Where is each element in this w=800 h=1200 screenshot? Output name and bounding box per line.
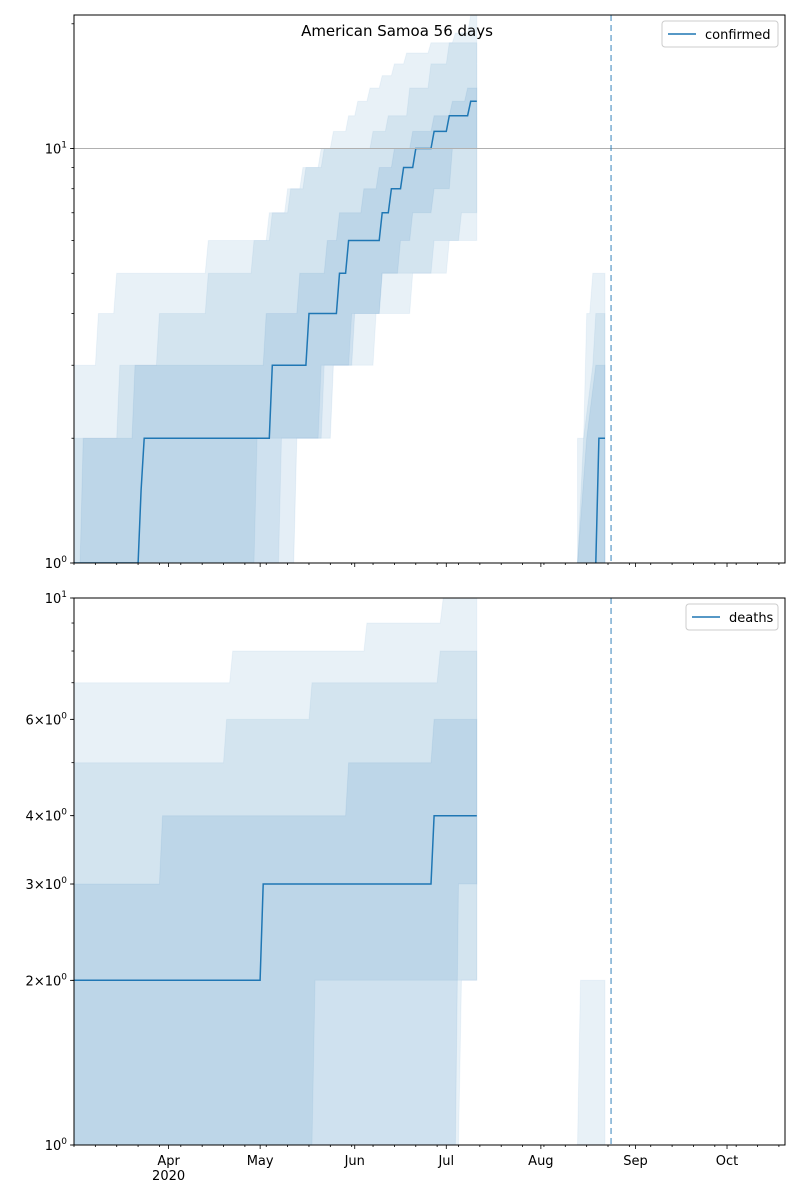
axes-frame (73, 14, 786, 564)
legend: confirmed (661, 20, 779, 48)
series-line-confirmed (74, 100, 477, 563)
legend-label: deaths (729, 611, 774, 626)
band-confirmed-2 (74, 87, 478, 563)
y-tick-label: 6×100 (26, 711, 68, 728)
legend-label: confirmed (705, 28, 771, 43)
x-tick-label: Sep (623, 1154, 648, 1169)
confirmed-panel: 100 101 American Samoa 56 days confirmed (45, 14, 786, 572)
y-tick-label: 100 (45, 1137, 68, 1154)
band-confirmed-1-late (576, 313, 606, 563)
axes-frame (73, 597, 786, 1146)
x-tick-label: May (247, 1154, 274, 1169)
y-tick-label: 3×100 (26, 876, 68, 893)
y-tick-label: 101 (45, 141, 67, 158)
x-tick-label: Jun (344, 1154, 365, 1169)
y-tick-label: 101 (45, 590, 67, 607)
x-tick-label: Jul (437, 1154, 454, 1169)
band-deaths-1 (74, 650, 478, 1145)
band-confirmed-2-late (576, 364, 606, 563)
x-tick-label: 2020 (152, 1169, 185, 1184)
x-tick-label: Oct (716, 1154, 738, 1169)
band-deaths-0 (74, 598, 478, 1145)
band-deaths-2 (74, 718, 478, 1145)
x-tick-label: Aug (528, 1154, 553, 1169)
band-confirmed-0 (74, 15, 478, 563)
y-tick-label: 100 (45, 555, 68, 572)
y-tick-label: 4×100 (26, 808, 68, 825)
series-line-confirmed-late (595, 437, 605, 563)
legend: deaths (685, 603, 779, 631)
series-line-deaths (74, 814, 477, 982)
chart-title: American Samoa 56 days (301, 22, 493, 40)
x-tick-label: Apr (157, 1154, 180, 1169)
band-confirmed-1 (74, 42, 478, 563)
y-tick-label: 2×100 (26, 972, 68, 989)
band-deaths-0-late (576, 979, 606, 1145)
